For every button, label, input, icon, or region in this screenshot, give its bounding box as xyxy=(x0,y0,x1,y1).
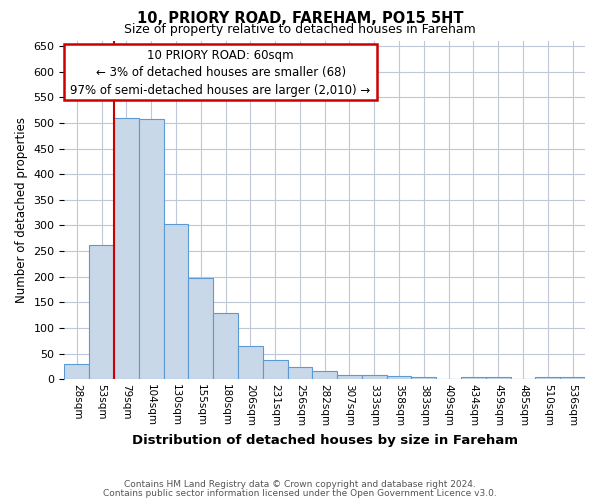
Bar xyxy=(238,346,263,379)
Bar xyxy=(313,372,337,379)
Bar xyxy=(412,377,436,379)
Bar xyxy=(64,364,89,379)
Bar xyxy=(436,378,461,379)
Bar xyxy=(139,119,164,379)
Bar xyxy=(114,118,139,379)
Bar xyxy=(535,376,560,379)
Bar xyxy=(386,376,412,379)
Bar xyxy=(188,278,213,379)
Text: ← 3% of detached houses are smaller (68): ← 3% of detached houses are smaller (68) xyxy=(95,66,346,79)
Bar xyxy=(461,376,486,379)
X-axis label: Distribution of detached houses by size in Fareham: Distribution of detached houses by size … xyxy=(132,434,518,448)
Bar xyxy=(511,378,535,379)
Text: Contains HM Land Registry data © Crown copyright and database right 2024.: Contains HM Land Registry data © Crown c… xyxy=(124,480,476,489)
Text: Size of property relative to detached houses in Fareham: Size of property relative to detached ho… xyxy=(124,22,476,36)
FancyBboxPatch shape xyxy=(64,44,377,100)
Y-axis label: Number of detached properties: Number of detached properties xyxy=(15,117,28,303)
Bar xyxy=(89,245,114,379)
Text: Contains public sector information licensed under the Open Government Licence v3: Contains public sector information licen… xyxy=(103,488,497,498)
Bar xyxy=(486,376,511,379)
Text: 10 PRIORY ROAD: 60sqm: 10 PRIORY ROAD: 60sqm xyxy=(147,49,294,62)
Bar xyxy=(164,224,188,379)
Bar xyxy=(560,376,585,379)
Text: 97% of semi-detached houses are larger (2,010) →: 97% of semi-detached houses are larger (… xyxy=(70,84,371,96)
Bar xyxy=(263,360,287,379)
Bar xyxy=(362,375,386,379)
Bar xyxy=(337,374,362,379)
Bar xyxy=(213,312,238,379)
Bar xyxy=(287,368,313,379)
Text: 10, PRIORY ROAD, FAREHAM, PO15 5HT: 10, PRIORY ROAD, FAREHAM, PO15 5HT xyxy=(137,11,463,26)
